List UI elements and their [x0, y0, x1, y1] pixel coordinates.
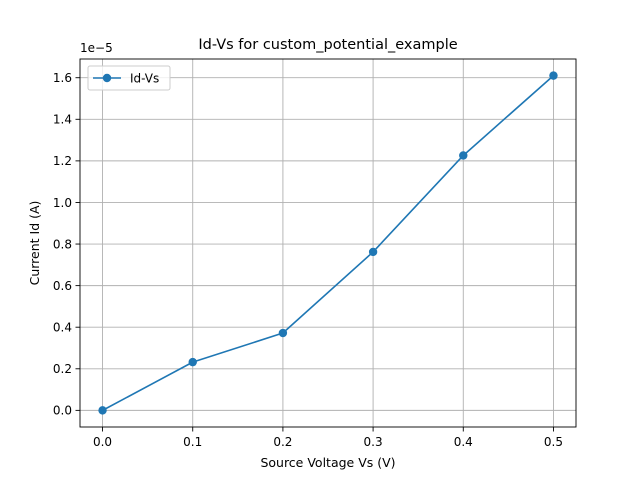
- y-tick-label: 1.4: [53, 113, 72, 127]
- data-point-marker: [459, 151, 468, 160]
- y-tick-label: 0.0: [53, 404, 72, 418]
- y-tick-label: 0.6: [53, 279, 72, 293]
- series-layer: [98, 71, 558, 415]
- x-tick-label: 0.2: [273, 435, 292, 449]
- x-axis-label: Source Voltage Vs (V): [260, 455, 395, 470]
- y-axis-offset-label: 1e−5: [80, 41, 113, 55]
- ticks-layer: 0.0 0.1 0.2 0.3 0.4 0.5 0.0 0.2 0.4 0.6 0.8 1.0 1.2 1…: [53, 71, 563, 449]
- y-tick-label: 0.4: [53, 321, 72, 335]
- y-tick-label: 0.2: [53, 362, 72, 376]
- legend-entry-label: Id-Vs: [130, 72, 159, 86]
- chart-title: Id-Vs for custom_potential_example: [198, 37, 457, 53]
- y-tick-label: 1.6: [53, 71, 72, 85]
- y-tick-label: 1.2: [53, 154, 72, 168]
- x-tick-label: 0.0: [93, 435, 112, 449]
- y-axis-label: Current Id (A): [27, 201, 42, 286]
- x-tick-label: 0.1: [183, 435, 202, 449]
- legend-box: [87, 65, 171, 91]
- y-tick-label: 0.8: [53, 237, 72, 251]
- x-tick-label: 0.5: [544, 435, 563, 449]
- legend-marker-swatch: [102, 73, 112, 83]
- x-tick-label: 0.4: [454, 435, 473, 449]
- x-tick-label: 0.3: [364, 435, 383, 449]
- legend: Id-Vs: [87, 65, 171, 91]
- data-point-marker: [368, 247, 378, 257]
- data-point-marker: [98, 406, 107, 415]
- data-point-marker: [278, 328, 288, 338]
- series-line: [102, 75, 554, 412]
- plot-area-frame: [79, 58, 577, 428]
- data-point-marker: [188, 357, 197, 367]
- y-tick-label: 1.0: [53, 196, 72, 210]
- data-point-marker: [549, 71, 558, 80]
- grid-layer: [80, 59, 576, 427]
